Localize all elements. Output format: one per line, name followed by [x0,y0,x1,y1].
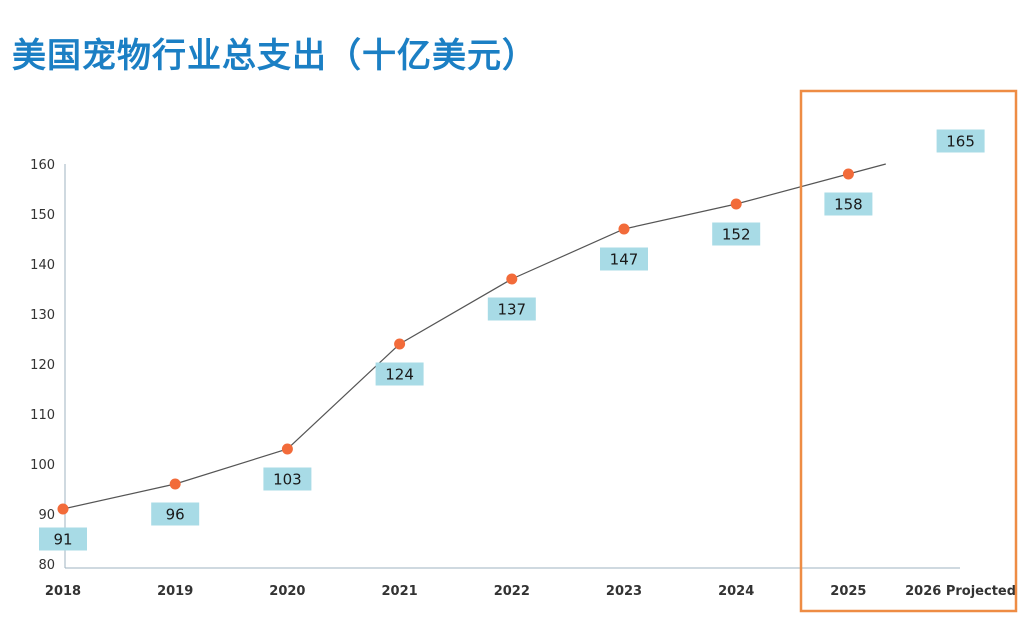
y-tick-label: 120 [30,358,55,373]
data-point-marker [394,338,406,350]
data-point-marker [618,223,630,235]
data-label: 124 [385,366,414,384]
y-tick-label: 90 [38,508,55,523]
data-label-box [712,222,761,246]
x-tick-label: 2022 [494,584,530,599]
data-label: 152 [722,226,751,244]
data-labels: 91 96 103 124 137 147 152 158 165 [39,129,985,551]
x-tick-label: 2018 [45,584,81,599]
x-tick-label: 2023 [606,584,642,599]
y-tick-label: 130 [30,308,55,323]
data-label-box [263,467,312,491]
y-tick-label: 100 [30,458,55,473]
x-tick-label: 2025 [830,584,866,599]
x-tick-label: 2020 [269,584,305,599]
projection-highlight [799,89,1018,613]
data-point-marker [169,478,181,490]
series-line [62,163,886,510]
data-label-box [39,527,87,551]
data-label: 137 [497,301,526,319]
y-axis: 80 90 100 110 120 130 140 150 160 [30,158,66,573]
data-markers [57,168,854,515]
x-tick-label: 2019 [157,584,193,599]
data-label-box [600,247,648,271]
series-line-group [62,163,886,510]
data-label: 103 [273,471,302,489]
data-label: 147 [610,251,639,269]
data-point-marker [730,198,742,210]
data-label-box [151,502,200,526]
x-tick-label: 2021 [382,584,418,599]
x-tick-label: 2024 [718,584,754,599]
data-point-marker [281,443,293,455]
data-label: 96 [166,506,185,524]
data-label: 165 [946,133,975,151]
y-tick-label: 160 [30,158,55,173]
data-label-box [824,192,873,216]
y-tick-label: 150 [30,208,55,223]
data-point-marker [842,168,854,180]
data-point-marker [57,503,69,515]
y-tick-label: 80 [38,558,55,573]
data-label-box [487,297,536,321]
data-label-box [375,362,424,386]
data-label: 91 [53,531,72,549]
data-label-box [936,129,985,153]
x-tick-label: 2026 Projected [905,584,1016,599]
projection-highlight-box [799,89,1018,613]
y-tick-label: 110 [30,408,55,423]
data-point-marker [506,273,518,285]
y-tick-label: 140 [30,258,55,273]
page-title: 美国宠物行业总支出（十亿美元） [12,36,537,76]
data-label: 158 [834,196,863,214]
x-axis: 2018 2019 2020 2021 2022 2023 2024 2025 2026 Pro… [45,567,1016,599]
